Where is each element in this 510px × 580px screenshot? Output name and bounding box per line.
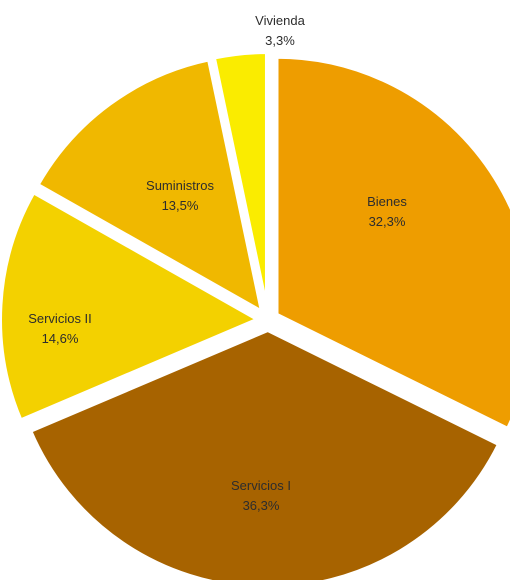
pie-slice-vivienda xyxy=(211,50,269,311)
slice-label-bienes: Bienes xyxy=(367,194,407,209)
pie-slice-suministros xyxy=(34,57,265,316)
slice-value-bienes: 32,3% xyxy=(369,214,406,229)
slice-value-servicios-ii: 14,6% xyxy=(42,331,79,346)
slice-value-vivienda: 3,3% xyxy=(265,33,295,48)
slice-label-vivienda: Vivienda xyxy=(255,13,305,28)
slice-value-servicios-i: 36,3% xyxy=(243,498,280,513)
slice-label-servicios-ii: Servicios II xyxy=(28,311,92,326)
pie-slice-servicios-i xyxy=(27,327,502,580)
slice-label-servicios-i: Servicios I xyxy=(231,478,291,493)
slice-value-suministros: 13,5% xyxy=(162,198,199,213)
pie-slice-servicios-ii xyxy=(0,189,263,424)
pie-slice-bienes xyxy=(274,54,510,432)
slice-label-suministros: Suministros xyxy=(146,178,214,193)
